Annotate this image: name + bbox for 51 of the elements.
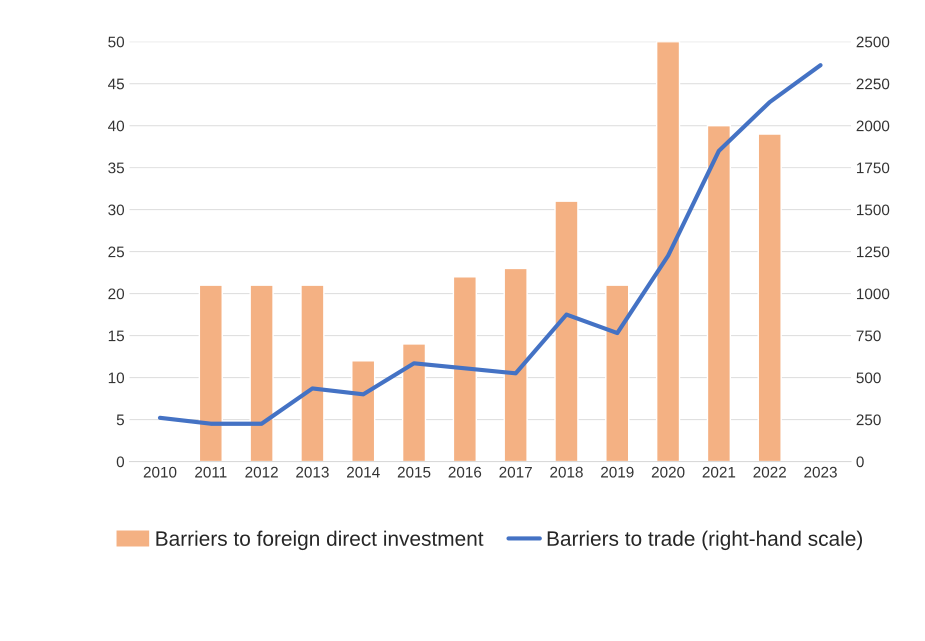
y-tick-label: 0 xyxy=(116,456,124,468)
bar xyxy=(656,42,680,462)
x-tick-label: 2012 xyxy=(245,466,278,478)
bar xyxy=(402,343,426,462)
x-tick-label: 2021 xyxy=(702,466,736,478)
legend-label: Barriers to foreign direct investment xyxy=(156,530,484,550)
x-tick-label: 2010 xyxy=(144,466,176,478)
y-tick-label: 45 xyxy=(108,78,124,90)
y-tick-label: 10 xyxy=(108,372,124,384)
y2-tick-label: 2000 xyxy=(856,120,890,132)
y-tick-label: 50 xyxy=(108,36,124,48)
x-tick-label: 2017 xyxy=(499,466,532,478)
y-tick-label: 25 xyxy=(108,246,124,258)
bar xyxy=(351,360,376,462)
x-tick-label: 2015 xyxy=(398,466,430,478)
y-tick-label: 35 xyxy=(108,162,124,174)
bar xyxy=(758,133,782,462)
y2-tick-label: 1250 xyxy=(857,246,890,258)
line-series xyxy=(158,63,823,426)
y2-tick-label: 1750 xyxy=(857,162,890,174)
y2-tick-label: 500 xyxy=(856,372,881,384)
bar xyxy=(452,276,477,462)
y-tick-label: 40 xyxy=(108,120,124,132)
y2-tick-label: 1500 xyxy=(857,204,890,216)
y2-tick-label: 1000 xyxy=(857,288,890,300)
x-tick-label: 2019 xyxy=(601,466,634,478)
x-tick-label: 2020 xyxy=(652,466,684,478)
x-tick-label: 2013 xyxy=(296,466,329,478)
x-tick-label: 2014 xyxy=(347,466,380,478)
legend-label: Barriers to trade (right-hand scale) xyxy=(548,530,862,550)
y2-tick-label: 250 xyxy=(856,414,881,426)
x-tick-label: 2016 xyxy=(448,466,482,478)
y2-tick-label: 0 xyxy=(856,456,864,468)
y2-tick-label: 2500 xyxy=(856,36,890,48)
bar xyxy=(504,268,528,462)
bar xyxy=(605,284,630,462)
bar xyxy=(198,284,223,462)
bar xyxy=(249,284,274,462)
y-tick-label: 15 xyxy=(108,330,124,342)
bar xyxy=(706,124,732,462)
y2-tick-label: 2250 xyxy=(856,78,890,90)
y-tick-label: 5 xyxy=(116,414,124,426)
y2-tick-label: 750 xyxy=(856,330,881,342)
bar xyxy=(300,284,325,462)
bar xyxy=(554,200,579,462)
x-tick-label: 2011 xyxy=(195,466,226,478)
x-tick-label: 2018 xyxy=(550,466,583,478)
x-tick-label: 2022 xyxy=(753,466,786,478)
y-tick-label: 30 xyxy=(108,204,124,216)
y-tick-label: 20 xyxy=(108,288,124,300)
x-tick-label: 2023 xyxy=(804,466,837,478)
